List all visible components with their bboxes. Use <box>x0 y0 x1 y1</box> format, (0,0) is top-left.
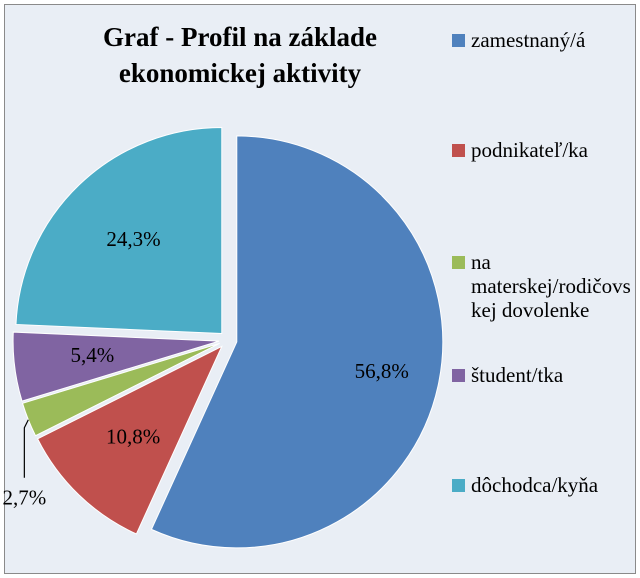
legend-item: študent/tka <box>452 363 640 387</box>
data-label: 56,8% <box>355 359 409 383</box>
legend-label: dôchodca/kyňa <box>471 473 599 497</box>
pie-slice <box>15 126 223 335</box>
pie-slice <box>36 345 223 535</box>
legend-swatch <box>452 256 465 269</box>
title-line: ekonomickej aktivity <box>119 58 362 88</box>
legend-swatch <box>452 34 465 47</box>
leader-line <box>23 419 29 478</box>
data-label: 2,7% <box>2 486 46 510</box>
legend-label: na materskej/rodičovskej dovolenke <box>471 250 631 322</box>
chart-title: Graf - Profil na základe ekonomickej akti… <box>103 22 377 88</box>
legend-item: zamestnaný/á <box>452 28 640 52</box>
legend-label: zamestnaný/á <box>471 28 586 52</box>
pie-slice <box>150 135 444 549</box>
legend-label: podnikateľ/ka <box>471 138 588 162</box>
data-label: 10,8% <box>106 424 160 448</box>
data-label: 5,4% <box>70 343 114 367</box>
legend-item: podnikateľ/ka <box>452 138 640 162</box>
legend-label: študent/tka <box>471 363 564 387</box>
legend-swatch <box>452 144 465 157</box>
pie-slice <box>21 342 220 437</box>
legend-swatch <box>452 369 465 382</box>
legend-item: dôchodca/kyňa <box>452 473 640 497</box>
pie-slice <box>12 331 220 402</box>
title-line: Graf - Profil na základe <box>103 22 377 52</box>
data-label: 24,3% <box>106 227 160 251</box>
legend-item: na materskej/rodičovskej dovolenke <box>452 250 640 322</box>
legend-swatch <box>452 479 465 492</box>
